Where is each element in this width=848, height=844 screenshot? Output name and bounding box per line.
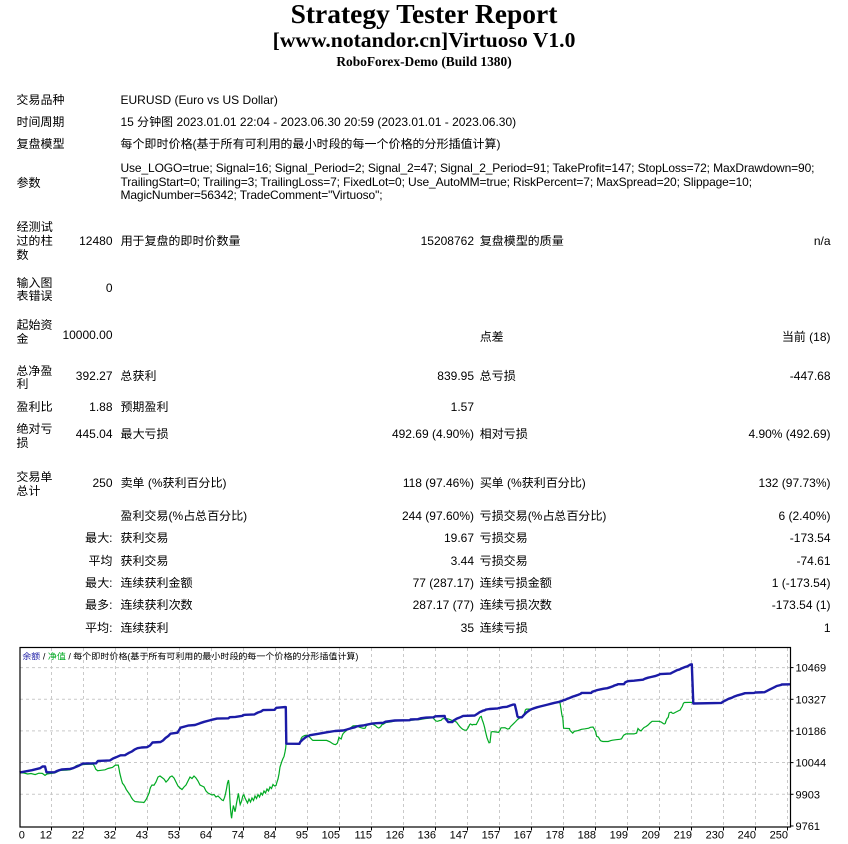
- svg-text:115: 115: [354, 826, 372, 842]
- svg-text:10186: 10186: [796, 723, 827, 739]
- svg-text:157: 157: [482, 826, 500, 842]
- svg-text:250: 250: [770, 826, 788, 842]
- svg-text:12: 12: [40, 826, 52, 842]
- svg-text:53: 53: [168, 826, 180, 842]
- svg-text:230: 230: [706, 826, 724, 842]
- svg-text:余额 / 净值 / 每个即时价格(基于所有可利用的最小时段的: 余额 / 净值 / 每个即时价格(基于所有可利用的最小时段的每一个价格的分形插值…: [22, 649, 358, 662]
- svg-text:188: 188: [578, 826, 596, 842]
- svg-text:199: 199: [610, 826, 628, 842]
- svg-text:43: 43: [136, 826, 148, 842]
- svg-text:10044: 10044: [796, 755, 827, 771]
- svg-text:105: 105: [322, 826, 340, 842]
- svg-text:136: 136: [418, 826, 436, 842]
- svg-text:32: 32: [104, 826, 116, 842]
- svg-text:178: 178: [546, 826, 564, 842]
- svg-text:240: 240: [738, 826, 756, 842]
- svg-text:9761: 9761: [796, 818, 820, 834]
- svg-text:10469: 10469: [796, 660, 827, 676]
- svg-text:219: 219: [674, 826, 692, 842]
- svg-text:10327: 10327: [796, 691, 827, 707]
- svg-text:64: 64: [200, 826, 212, 842]
- svg-text:126: 126: [386, 826, 404, 842]
- svg-text:0: 0: [19, 826, 25, 842]
- svg-text:74: 74: [232, 826, 244, 842]
- svg-text:167: 167: [514, 826, 532, 842]
- svg-text:84: 84: [264, 826, 276, 842]
- svg-text:95: 95: [296, 826, 308, 842]
- svg-text:9903: 9903: [796, 786, 820, 802]
- svg-text:22: 22: [72, 826, 84, 842]
- svg-text:147: 147: [450, 826, 468, 842]
- svg-text:209: 209: [642, 826, 660, 842]
